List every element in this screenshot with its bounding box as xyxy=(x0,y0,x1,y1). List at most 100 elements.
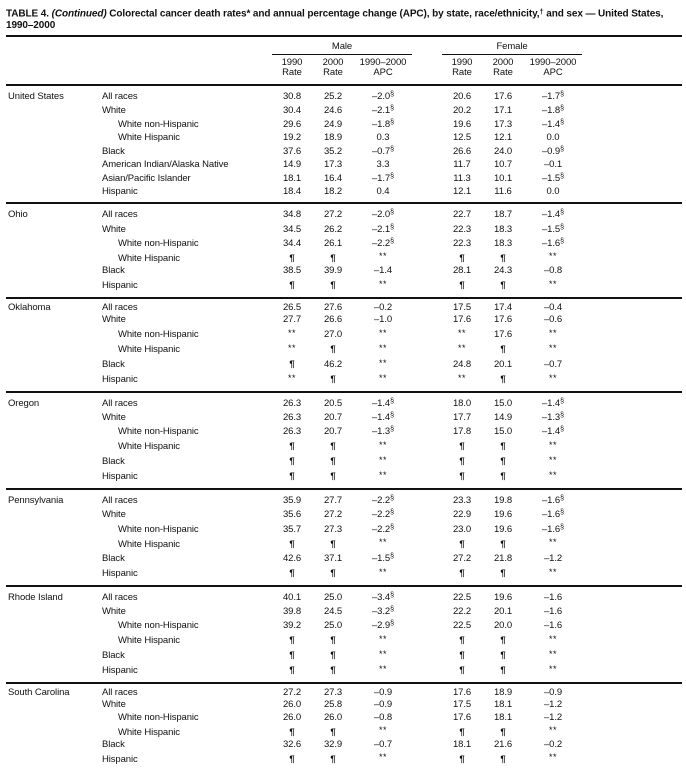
male-1990-rate-cell: ** xyxy=(272,372,312,392)
suppressed-rate-marker: ¶ xyxy=(330,374,336,386)
table-header: Male Female 1990 Rate 2000 Rate 1990–200… xyxy=(6,39,682,85)
male-1990-rate-header: 1990 Rate xyxy=(272,54,312,85)
suppressed-apc-marker: ** xyxy=(378,752,387,763)
male-2000-rate-cell: 20.5 xyxy=(323,397,343,409)
male-2000-rate-cell: 24.6 xyxy=(323,104,343,116)
female-1990-rate-cell: 17.5 xyxy=(452,301,472,313)
suppressed-rate-marker: ¶ xyxy=(459,726,465,738)
female-apc-cell: –1.5§ xyxy=(542,223,564,235)
suppressed-rate-marker: ¶ xyxy=(500,280,506,292)
male-apc-cell: –3.2§ xyxy=(372,605,394,617)
female-2000-rate-cell: 18.9 xyxy=(493,686,513,698)
suppressed-rate-marker: ¶ xyxy=(500,665,506,677)
female-1990-rate-cell: ** xyxy=(442,327,482,342)
male-2000-rate-cell: ¶ xyxy=(312,454,354,469)
significance-marker: § xyxy=(560,90,564,98)
table-row: South Carolina All races 27.2 27.3 –0.9 17.6 1… xyxy=(6,683,682,699)
column-gap xyxy=(412,424,442,438)
female-2000-rate-cell: 19.8 xyxy=(493,494,513,506)
female-1990-rate-cell: 22.3 xyxy=(452,223,472,235)
header-line: APC xyxy=(373,67,393,78)
female-2000-rate-cell: 17.6 xyxy=(493,329,513,341)
suppressed-rate-marker: ¶ xyxy=(330,650,336,662)
female-apc-cell: –0.4 xyxy=(543,301,563,313)
table-row: White non-Hispanic 34.4 26.1 –2.2§ 22.3 18.3 –… xyxy=(6,236,682,250)
suppressed-rate-marker: ¶ xyxy=(459,471,465,483)
male-1990-rate-cell: 34.5 xyxy=(282,223,302,235)
table-row: Black 37.6 35.2 –0.7§ 26.6 24.0 –0.9§ xyxy=(6,144,682,158)
female-apc-cell: –0.6 xyxy=(543,314,563,326)
column-gap xyxy=(412,278,442,298)
significance-marker: § xyxy=(560,523,564,531)
column-gap xyxy=(412,186,442,203)
suppressed-rate-marker: ¶ xyxy=(289,359,295,371)
title-line2: United States, 1990–2000 xyxy=(6,8,664,32)
male-apc-cell: ** xyxy=(354,633,412,648)
female-apc-cell: –1.8§ xyxy=(542,104,564,116)
race-ethnicity-label: All races xyxy=(102,209,138,221)
suppressed-apc-marker: ** xyxy=(457,327,466,338)
table-row: Black 32.6 32.9 –0.7 18.1 21.6 –0.2 xyxy=(6,739,682,751)
female-1990-rate-cell: 20.6 xyxy=(452,90,472,102)
male-1990-rate-cell: 18.4 xyxy=(282,185,302,197)
column-gap xyxy=(412,586,442,604)
race-ethnicity-label: Asian/Pacific Islander xyxy=(102,173,191,185)
suppressed-apc-marker: ** xyxy=(378,454,387,465)
column-gap xyxy=(412,392,442,410)
significance-marker: § xyxy=(390,605,394,613)
column-gap xyxy=(412,507,442,521)
female-2000-rate-cell: 11.6 xyxy=(494,185,512,197)
male-1990-rate-cell: 26.3 xyxy=(282,426,302,438)
male-2000-rate-cell: 24.9 xyxy=(323,119,343,131)
race-ethnicity-label: White xyxy=(102,223,126,235)
table-title: TABLE 4. (Continued) Colorectal cancer d… xyxy=(6,6,682,32)
male-apc-cell: –0.9 xyxy=(373,686,393,698)
female-2000-rate-cell: ¶ xyxy=(482,250,524,265)
table-row: White Hispanic ¶ ¶ ** ¶ ¶ ** xyxy=(6,536,682,551)
column-gap xyxy=(412,439,442,454)
significance-marker: § xyxy=(560,494,564,502)
suppressed-apc-marker: ** xyxy=(548,469,557,480)
male-1990-rate-cell: ¶ xyxy=(272,439,312,454)
state-label: United States xyxy=(8,90,64,102)
female-2000-rate-cell: 19.6 xyxy=(493,591,513,603)
male-2000-rate-header: 2000 Rate xyxy=(312,54,354,85)
significance-marker: § xyxy=(390,523,394,531)
footnote-dagger-marker: † xyxy=(539,7,544,16)
suppressed-apc-marker: ** xyxy=(548,752,557,763)
column-gap xyxy=(412,663,442,683)
title-rule xyxy=(6,34,682,37)
filler xyxy=(582,424,682,438)
title-segment: Colorectal cancer death rates xyxy=(106,8,247,20)
suppressed-rate-marker: ¶ xyxy=(289,441,295,453)
significance-marker: § xyxy=(390,146,394,154)
table-row: American Indian/Alaska Native 14.9 17.3 3.3… xyxy=(6,159,682,171)
filler xyxy=(582,132,682,144)
male-2000-rate-cell: 27.6 xyxy=(323,301,343,313)
column-gap xyxy=(412,633,442,648)
male-apc-cell: –2.2§ xyxy=(372,509,394,521)
filler xyxy=(582,507,682,521)
female-1990-rate-cell: 22.2 xyxy=(452,605,472,617)
suppressed-rate-marker: ¶ xyxy=(459,252,465,264)
suppressed-rate-marker: ¶ xyxy=(500,635,506,647)
filler xyxy=(582,648,682,663)
state-label xyxy=(6,522,100,536)
filler xyxy=(582,85,682,103)
filler xyxy=(582,314,682,326)
male-apc-cell: 3.3 xyxy=(376,158,390,170)
suppressed-rate-marker: ¶ xyxy=(500,753,506,765)
table-row: White Hispanic 19.2 18.9 0.3 12.5 12.1 0.0 xyxy=(6,132,682,144)
male-2000-rate-cell: 26.1 xyxy=(323,238,343,250)
column-gap xyxy=(412,144,442,158)
state-label: Rhode Island xyxy=(8,591,63,603)
column-gap xyxy=(412,648,442,663)
female-1990-rate-cell: ** xyxy=(442,342,482,357)
continued-label: (Continued) xyxy=(51,8,107,20)
suppressed-apc-marker: ** xyxy=(378,648,387,659)
column-gap xyxy=(412,724,442,739)
male-2000-rate-cell: ¶ xyxy=(312,278,354,298)
female-1990-rate-cell: ¶ xyxy=(442,278,482,298)
column-gap xyxy=(412,40,442,55)
